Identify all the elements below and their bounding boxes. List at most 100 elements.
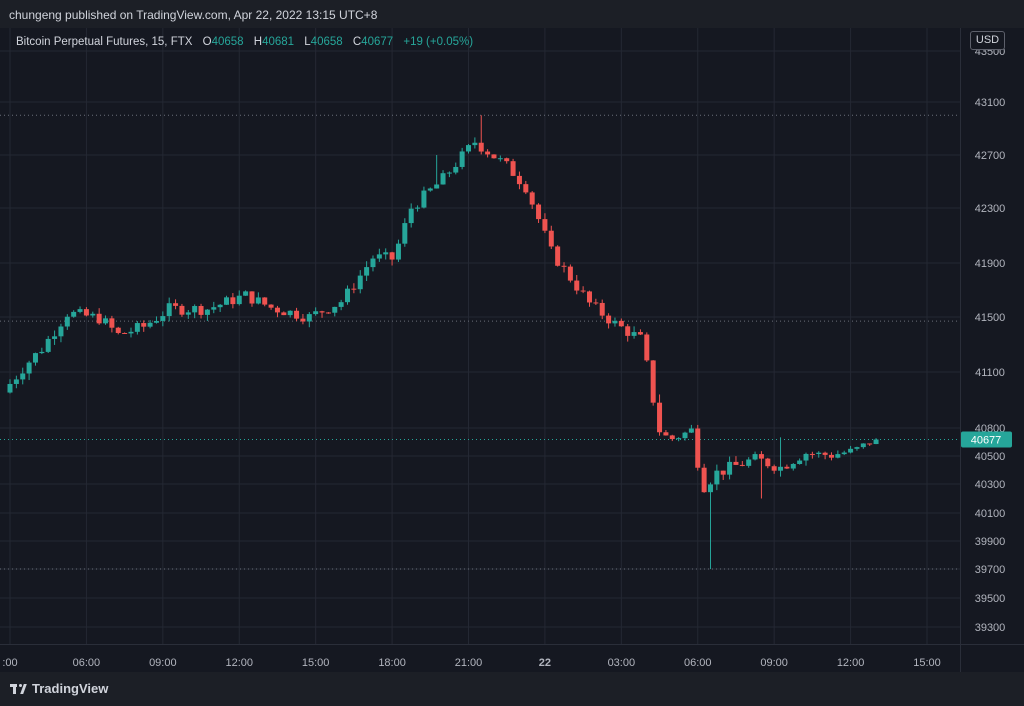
candle-body <box>867 443 873 445</box>
candle-body <box>236 295 242 305</box>
candle-body <box>357 275 363 290</box>
top-bar: chungeng published on TradingView.com, A… <box>0 0 1024 28</box>
candle-body <box>402 223 408 244</box>
candle-body <box>529 192 535 205</box>
candle-body <box>606 315 612 324</box>
candle-body <box>364 267 370 276</box>
candle-body <box>516 175 522 185</box>
candle-body <box>459 151 465 167</box>
candle-body <box>173 303 179 306</box>
candle-body <box>536 204 542 220</box>
candle-body <box>306 314 312 322</box>
candle-series <box>7 115 879 569</box>
last-price-tag <box>961 431 1012 448</box>
candle-body <box>427 188 433 191</box>
price-tick-label: 39900 <box>975 536 1006 548</box>
candle-body <box>96 313 102 324</box>
candle-body <box>300 318 306 322</box>
high-label: H <box>253 36 263 48</box>
currency-button[interactable]: USD <box>970 31 1005 50</box>
candle-body <box>682 432 688 439</box>
candle-body <box>345 288 351 303</box>
symbol-name: Bitcoin Perpetual Futures, 15, FTX <box>16 36 193 48</box>
time-tick-label: 12:00 <box>837 657 865 669</box>
candle-body <box>224 297 230 305</box>
price-tick-label: 40500 <box>975 451 1006 463</box>
candle-body <box>784 466 790 469</box>
candle-body <box>625 326 631 336</box>
candle-body <box>281 312 287 316</box>
candle-body <box>389 252 395 260</box>
chart-grid <box>0 28 960 644</box>
candlestick-chart[interactable]: 3930039500397003990040100403004050040800… <box>0 28 1024 672</box>
price-axis: 3930039500397003990040100403004050040800… <box>960 28 1012 672</box>
candle-body <box>612 320 618 324</box>
candle-body <box>211 307 217 310</box>
candle-body <box>134 323 140 332</box>
close-label: C <box>352 36 362 48</box>
time-tick-label: 09:00 <box>760 657 788 669</box>
time-axis: :00 06:00 09:00 12:00 15:00 18:00 21:00 22 03:00… <box>0 644 1024 669</box>
candle-body <box>848 448 854 453</box>
candle-body <box>580 290 586 292</box>
candle-body <box>835 454 841 458</box>
candle-body <box>739 464 745 466</box>
price-tick-label: 42300 <box>975 203 1006 215</box>
candle-body <box>733 461 739 465</box>
candle-body <box>383 252 389 255</box>
candle-body <box>115 327 121 333</box>
candle-body <box>510 161 516 176</box>
price-tick-label: 41100 <box>975 367 1005 379</box>
candle-body <box>561 265 567 267</box>
candle-body <box>58 326 64 337</box>
time-tick-label: 06:00 <box>684 657 712 669</box>
candle-body <box>491 154 497 159</box>
candle-body <box>822 452 828 455</box>
chart-area[interactable] <box>0 28 1024 672</box>
candle-body <box>669 435 675 440</box>
candle-body <box>485 151 491 155</box>
tradingview-brand[interactable]: TradingView <box>10 681 108 696</box>
candle-body <box>828 454 834 458</box>
candle-body <box>103 318 109 324</box>
candle-body <box>90 313 96 316</box>
low-label: L <box>304 36 311 48</box>
candle-body <box>332 306 338 313</box>
high-value: 40681 <box>262 36 295 48</box>
candle-body <box>695 428 701 468</box>
candle-body <box>809 453 815 455</box>
candle-body <box>504 158 510 162</box>
footer-bar <box>0 672 1024 706</box>
candle-body <box>548 230 554 247</box>
candle-body <box>727 461 733 475</box>
candle-body <box>13 379 19 384</box>
candle-body <box>39 351 45 354</box>
time-tick-label: 06:00 <box>73 657 101 669</box>
candle-body <box>860 443 866 448</box>
publisher-info: chungeng published on TradingView.com, A… <box>9 8 378 22</box>
candle-body <box>707 484 713 493</box>
candle-body <box>478 142 484 152</box>
candle-body <box>720 470 726 475</box>
candle-body <box>262 297 268 305</box>
candle-body <box>243 291 249 296</box>
candle-body <box>204 309 210 315</box>
candle-body <box>714 470 720 485</box>
candle-body <box>797 460 803 464</box>
time-tick-label: :00 <box>2 657 17 669</box>
candle-body <box>128 331 134 334</box>
low-value: 40658 <box>310 36 343 48</box>
candle-body <box>230 297 236 305</box>
candle-body <box>637 332 643 335</box>
candle-body <box>52 336 58 339</box>
candle-body <box>198 306 204 315</box>
time-tick-label: 03:00 <box>608 657 636 669</box>
time-tick-label: 09:00 <box>149 657 177 669</box>
candle-body <box>854 447 860 449</box>
candle-body <box>466 145 471 152</box>
time-tick-label: 12:00 <box>225 657 253 669</box>
open-value: 40658 <box>211 36 244 48</box>
brand-name: TradingView <box>32 681 109 696</box>
time-tick-label: 15:00 <box>302 657 330 669</box>
candle-body <box>841 452 847 455</box>
